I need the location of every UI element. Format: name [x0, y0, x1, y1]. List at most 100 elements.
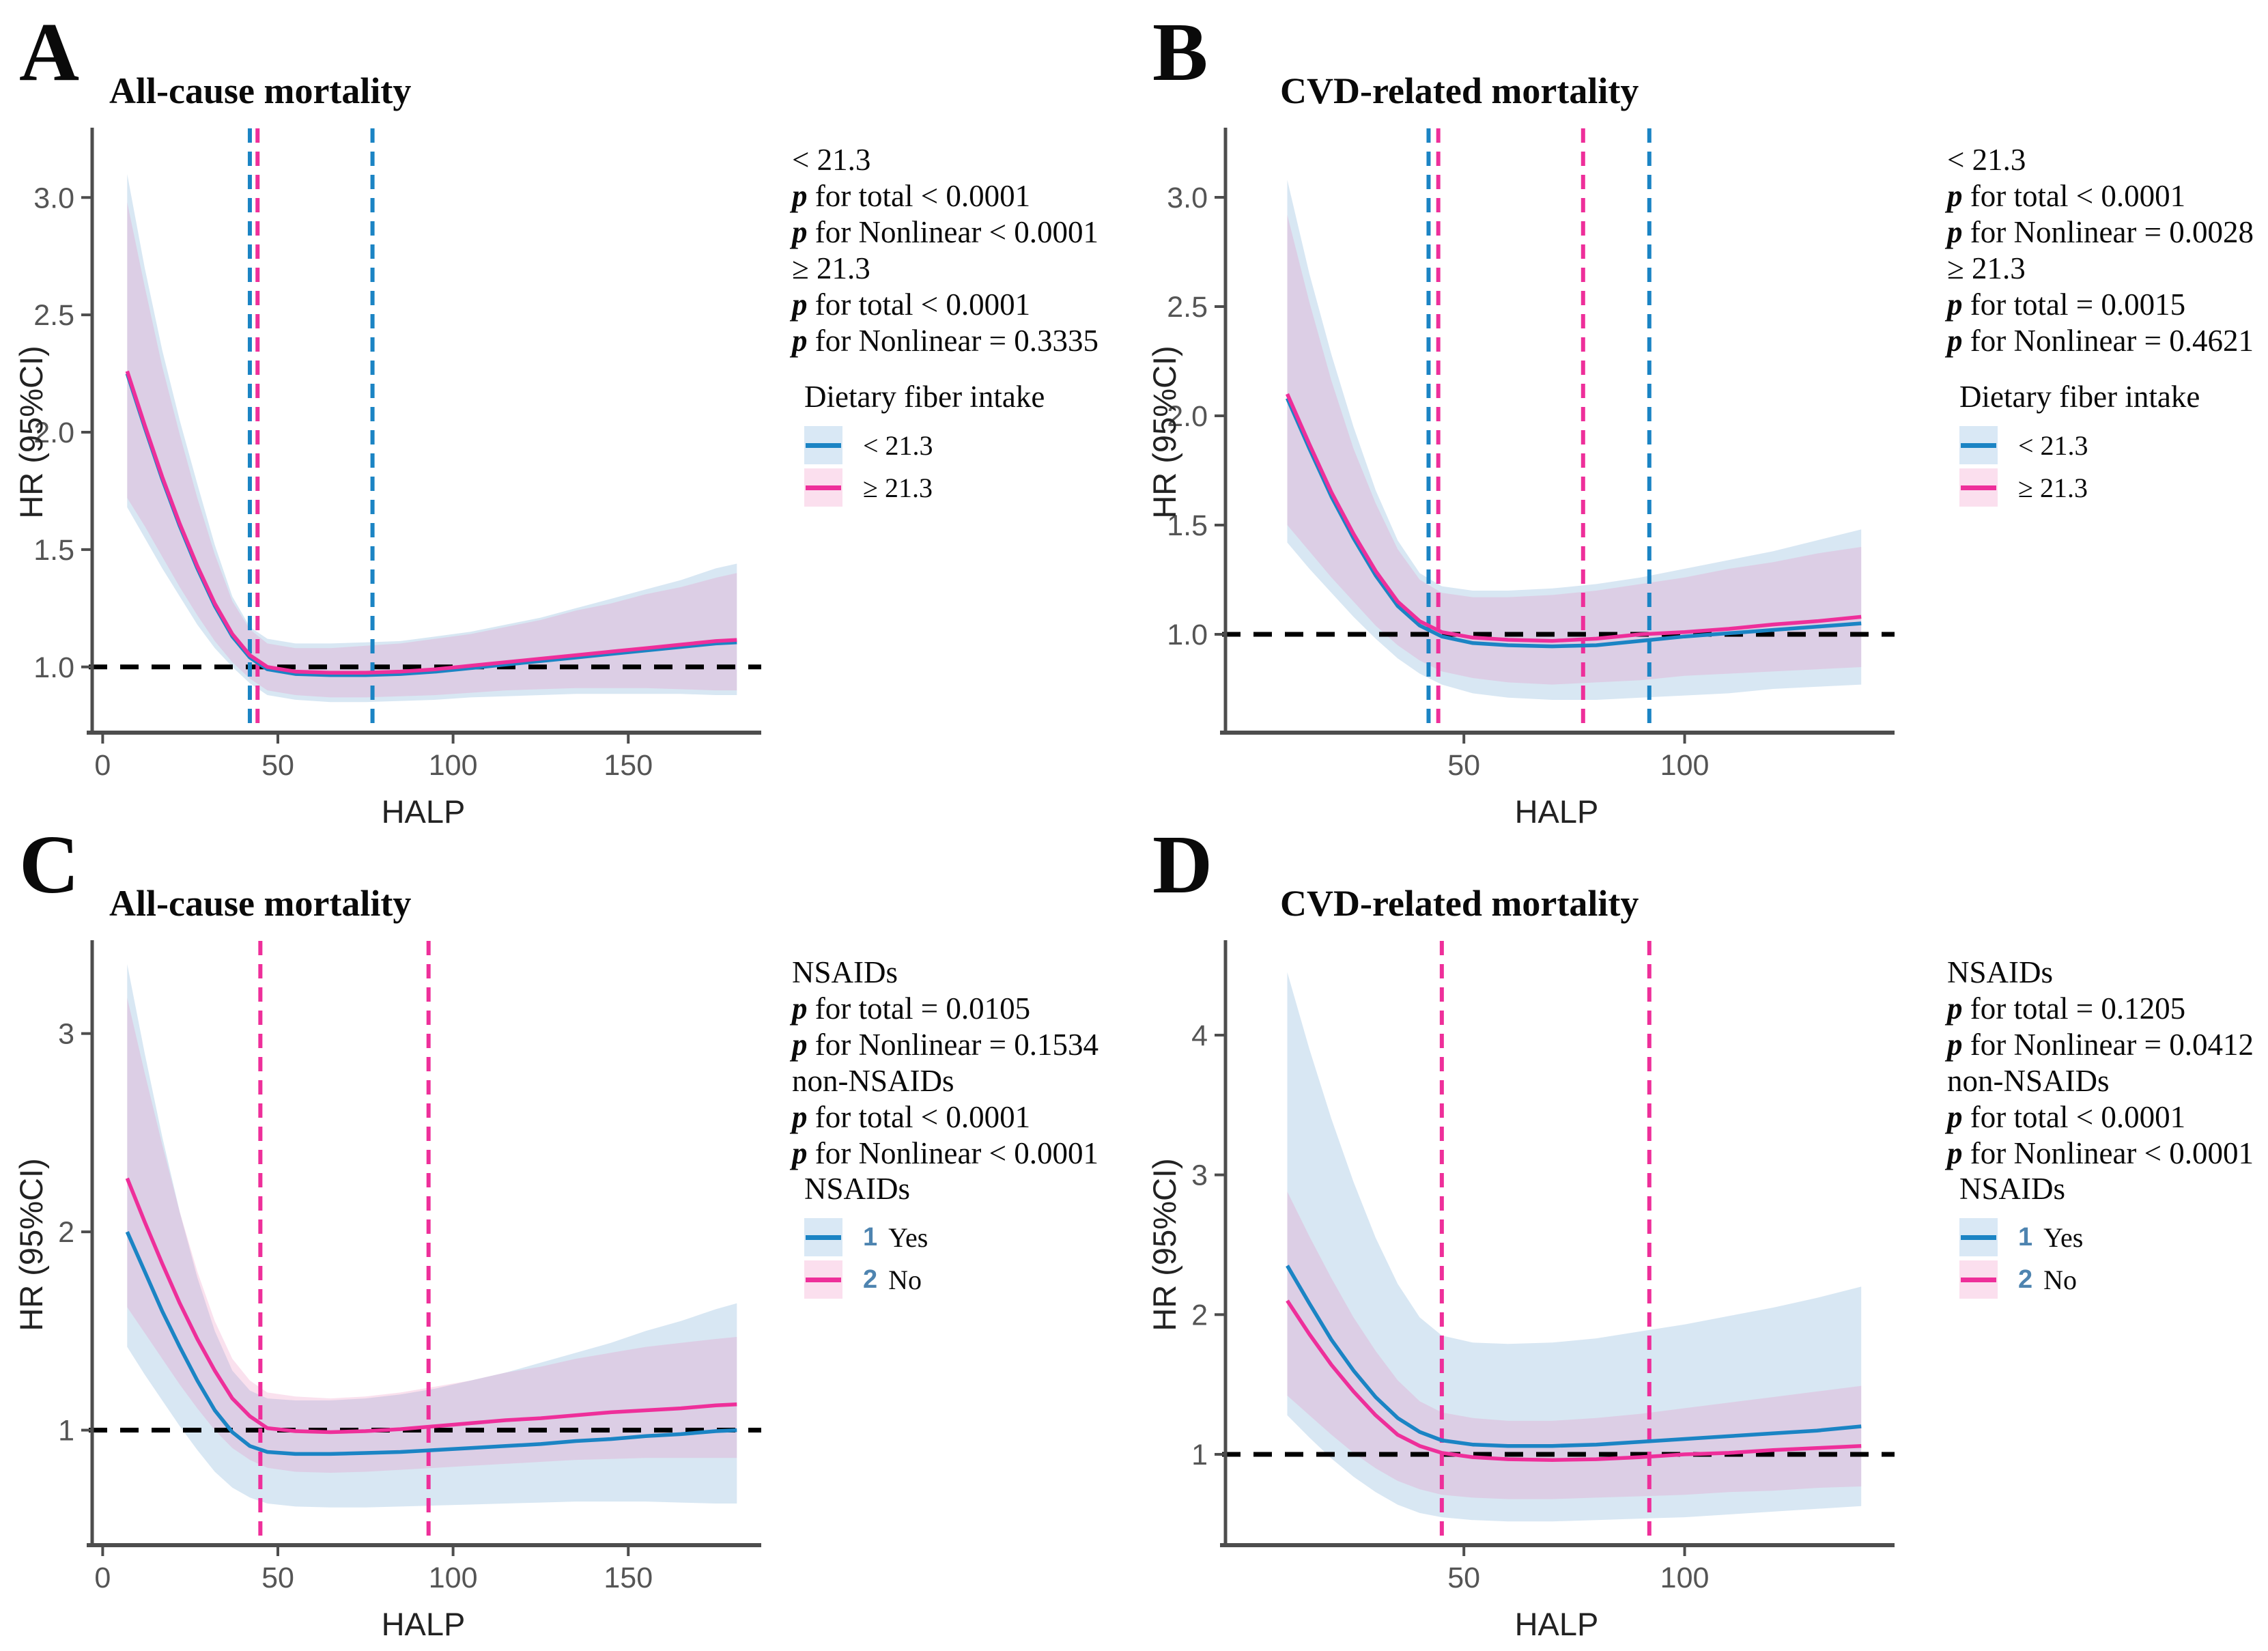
x-tick-label: 0	[94, 749, 111, 782]
x-tick-label: 150	[604, 1562, 653, 1594]
annotation-line: ≥ 21.3	[792, 251, 870, 285]
legend-key-line	[1961, 485, 1996, 490]
p-symbol: p	[1947, 1136, 1963, 1170]
p-symbol: p	[792, 215, 808, 249]
legend-item: < 21.3	[1959, 424, 2200, 466]
y-tick-label: 3.0	[1167, 182, 1208, 214]
annotation-line: p for total = 0.0015	[1947, 287, 2186, 322]
ci-band-pink	[127, 202, 737, 698]
annotation-line: p for Nonlinear = 0.0028	[1947, 215, 2254, 249]
legend-key-line	[806, 1235, 841, 1240]
panel-c: C All-cause mortality 1 2 3 0 50 100 150 HALP HR…	[7, 819, 1133, 1643]
ci-band-blue	[1287, 180, 1862, 700]
p-symbol: p	[792, 1028, 808, 1062]
legend-key-swatch	[804, 426, 842, 464]
panel-b-letter: B	[1152, 6, 1208, 98]
annotation-line: p for total < 0.0001	[792, 1100, 1031, 1134]
x-tick-label: 50	[1447, 1562, 1480, 1594]
annotation-line: p for total < 0.0001	[792, 179, 1031, 213]
x-tick-label: 50	[1447, 749, 1480, 782]
y-tick-label: 2	[58, 1216, 74, 1249]
p-symbol: p	[1947, 1100, 1963, 1134]
ci-band-pink	[1287, 214, 1862, 685]
y-tick-label: 2.5	[33, 299, 74, 332]
x-axis-title: HALP	[1515, 1606, 1599, 1642]
x-axis-title: HALP	[1515, 793, 1599, 830]
y-axis-title: HR (95%CI)	[1147, 345, 1182, 518]
p-symbol: p	[1947, 287, 1963, 322]
legend-key-line	[1961, 1235, 1996, 1240]
legend-item-label: < 21.3	[2018, 429, 2088, 461]
y-axis-title: HR (95%CI)	[14, 1158, 49, 1331]
p-symbol: p	[1947, 215, 1963, 249]
legend-d: NSAIDs 1 Yes 2 No	[1959, 1171, 2083, 1301]
annotation-line: NSAIDs	[792, 955, 898, 989]
x-tick-label: 100	[1660, 749, 1710, 782]
annotation-b: < 21.3 p for total < 0.0001 p for Nonlinea…	[1947, 142, 2254, 359]
legend-item-label: Yes	[2043, 1222, 2084, 1253]
annotation-line: p for total = 0.0105	[792, 991, 1031, 1026]
y-tick-label: 2	[1191, 1299, 1208, 1331]
annotation-line: p for total < 0.0001	[1947, 1100, 2186, 1134]
panel-d: D CVD-related mortality 1 2 3 4 50 100 HALP HR …	[1140, 819, 2267, 1643]
y-axis-title: HR (95%CI)	[1147, 1158, 1182, 1331]
panel-d-letter: D	[1152, 819, 1213, 911]
x-tick-label: 100	[429, 1562, 478, 1594]
plot-b: 1.0 1.5 2.0 2.5 3.0 50 100 HALP HR (95%CI)	[1147, 128, 1895, 830]
panel-b-title: CVD-related mortality	[1280, 70, 1639, 111]
p-symbol: p	[792, 179, 808, 213]
y-axis-title: HR (95%CI)	[14, 345, 49, 518]
x-axis-title: HALP	[382, 1606, 466, 1642]
x-tick-label: 50	[261, 1562, 294, 1594]
hr-curve-pink	[125, 370, 737, 675]
p-symbol: p	[792, 324, 808, 358]
panel-c-title: All-cause mortality	[109, 883, 412, 924]
plot-a: 1.0 1.5 2.0 2.5 3.0 0 50 100 150 HALP HR (95%CI)	[14, 128, 761, 830]
legend-key-swatch	[804, 468, 842, 507]
legend-b: Dietary fiber intake < 21.3 ≥ 21.3	[1959, 379, 2200, 509]
legend-item-label: ≥ 21.3	[2018, 472, 2088, 503]
p-symbol: p	[1947, 1028, 1963, 1062]
annotation-line: non-NSAIDs	[1947, 1064, 2110, 1098]
legend-item: ≥ 21.3	[1959, 466, 2200, 509]
annotation-line: p for Nonlinear = 0.4621	[1947, 324, 2254, 358]
annotation-d: NSAIDs p for total = 0.1205 p for Nonlinea…	[1947, 955, 2254, 1172]
y-tick-label: 1	[58, 1415, 74, 1448]
panel-a-title: All-cause mortality	[109, 70, 412, 111]
x-tick-label: 50	[261, 749, 294, 782]
p-symbol: p	[1947, 324, 1963, 358]
legend-item: 2 No	[804, 1258, 928, 1301]
panel-c-letter: C	[19, 819, 80, 911]
x-tick-label: 100	[1660, 1562, 1710, 1594]
legend-key-swatch	[804, 1260, 842, 1299]
legend-item: 1 Yes	[1959, 1216, 2083, 1258]
panel-a: A All-cause mortality 1.0 1.5 2.0 2.5 3.0 0 50…	[7, 7, 1133, 830]
legend-item: < 21.3	[804, 424, 1045, 466]
y-tick-label: 1	[1191, 1439, 1208, 1471]
legend-item-label: No	[2043, 1264, 2078, 1295]
legend-key-line	[1961, 1278, 1996, 1282]
x-tick-label: 0	[94, 1562, 111, 1594]
hr-curve-pink	[1285, 393, 1862, 643]
legend-item: 1 Yes	[804, 1216, 928, 1258]
annotation-line: p for Nonlinear = 0.1534	[792, 1028, 1099, 1062]
legend-a: Dietary fiber intake < 21.3 ≥ 21.3	[804, 379, 1045, 509]
y-tick-label: 3.0	[33, 182, 74, 214]
y-tick-label: 1.5	[33, 534, 74, 567]
legend-title: NSAIDs	[804, 1172, 911, 1206]
legend-title: Dietary fiber intake	[1959, 380, 2200, 414]
y-tick-label: 2.0	[1167, 400, 1208, 433]
legend-key-swatch	[1959, 1218, 1998, 1256]
x-tick-label: 100	[429, 749, 478, 782]
annotation-line: p for Nonlinear < 0.0001	[792, 215, 1099, 249]
legend-title: Dietary fiber intake	[804, 380, 1045, 414]
plot-d: 1 2 3 4 50 100 HALP HR (95%CI)	[1147, 940, 1895, 1642]
panel-b: B CVD-related mortality 1.0 1.5 2.0 2.5 3.0 5…	[1140, 6, 2267, 830]
y-tick-label: 3	[1191, 1159, 1208, 1192]
y-tick-label: 1.5	[1167, 509, 1208, 542]
legend-key-swatch	[1959, 468, 1998, 507]
hr-curve-pink	[125, 1177, 737, 1435]
annotation-line: p for Nonlinear < 0.0001	[1947, 1136, 2254, 1170]
legend-key-line	[806, 1278, 841, 1282]
legend-item: ≥ 21.3	[804, 466, 1045, 509]
